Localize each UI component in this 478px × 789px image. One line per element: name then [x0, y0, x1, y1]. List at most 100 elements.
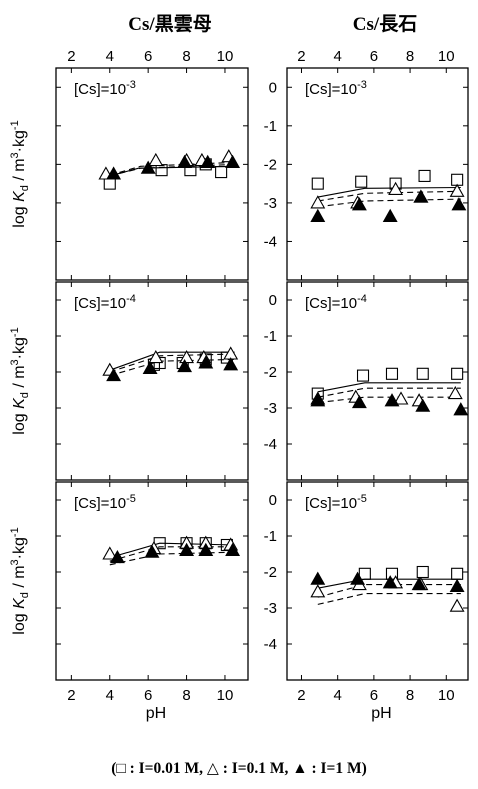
fit-line: [109, 551, 235, 566]
y-axis-label-part: -1: [9, 527, 21, 537]
y-axis-label-part: d: [19, 392, 31, 398]
concentration-label: [Cs]=10-3: [305, 79, 367, 98]
y-axis-label-part: K: [11, 397, 28, 409]
data-point-filled-triangle: [225, 154, 241, 168]
y-axis-label-part: / m: [11, 565, 28, 592]
left-column-title: Cs/黒雲母: [128, 13, 211, 35]
y-tick-label: -2: [264, 364, 277, 381]
data-point-open-square: [416, 367, 429, 380]
y-tick-label: -2: [264, 156, 277, 173]
data-point-filled-triangle: [177, 154, 193, 168]
data-point-open-square: [451, 173, 464, 186]
y-axis-label: log Kd / m3·kg-1: [9, 327, 31, 434]
y-tick-label: -3: [264, 600, 277, 617]
y-axis-label-part: log: [11, 202, 28, 228]
x-tick-label-bottom: 8: [182, 687, 190, 704]
data-point-filled-triangle: [351, 394, 367, 409]
right-column-title: Cs/長石: [353, 13, 417, 35]
x-tick-label-bottom: 8: [406, 687, 414, 704]
concentration-label: [Cs]=10-5: [305, 493, 367, 512]
x-tick-label-top: 2: [297, 48, 305, 65]
marker-legend-footnote: (□ : I=0.01 M, △ : I=0.1 M, ▲ : I=1 M): [111, 760, 367, 777]
concentration-label: [Cs]=10-4: [305, 293, 367, 312]
data-point-filled-triangle: [198, 355, 214, 369]
y-tick-label: 0: [269, 292, 277, 309]
chart-panel: [Cs]=10-4 log Kd / m3·kg-1: [9, 281, 249, 481]
data-point-open-triangle: [310, 195, 326, 209]
data-point-filled-triangle: [350, 571, 366, 585]
y-tick-label: -3: [264, 195, 277, 212]
data-point-open-square: [358, 567, 371, 580]
x-tick-label-top: 2: [67, 48, 75, 65]
y-axis-label-part: log: [11, 409, 28, 435]
y-axis-label: log Kd / m3·kg-1: [9, 120, 31, 227]
y-axis-label-part: ·kg: [11, 130, 28, 152]
concentration-exponent: -5: [126, 493, 136, 505]
y-axis-label-part: / m: [11, 365, 28, 392]
fit-line: [317, 198, 461, 208]
data-point-filled-triangle: [200, 154, 216, 168]
concentration-base: [Cs]=10: [74, 295, 126, 312]
concentration-base: [Cs]=10: [74, 495, 126, 512]
x-tick-label-bottom: 6: [370, 687, 378, 704]
data-point-open-square: [311, 177, 324, 190]
data-point-open-square: [356, 369, 370, 382]
y-axis-label: log Kd / m3·kg-1: [9, 527, 31, 634]
data-point-filled-triangle: [177, 358, 193, 373]
plot-frame: [286, 281, 469, 481]
concentration-base: [Cs]=10: [305, 81, 357, 98]
data-point-open-triangle: [449, 183, 465, 197]
y-axis-label-part: -1: [9, 120, 21, 130]
data-point-filled-triangle: [382, 208, 398, 222]
data-point-filled-triangle: [415, 398, 431, 412]
fit-line: [317, 396, 461, 404]
plot-frame: [55, 481, 249, 681]
y-axis-label-part: ·kg: [11, 537, 28, 559]
x-tick-label-bottom: 2: [297, 687, 305, 704]
plot-frame: [286, 481, 469, 681]
data-point-filled-triangle: [144, 544, 160, 558]
y-tick-label: -1: [264, 328, 277, 345]
data-point-filled-triangle: [451, 197, 467, 211]
data-point-filled-triangle: [179, 542, 195, 556]
data-point-open-triangle: [148, 152, 164, 167]
y-tick-label: -3: [264, 400, 277, 417]
y-axis-label-part: / m: [11, 158, 28, 185]
x-tick-label-bottom: 10: [438, 687, 455, 704]
concentration-exponent: -4: [357, 293, 367, 305]
data-point-open-triangle: [179, 349, 195, 364]
x-tick-label-top: 4: [106, 48, 114, 65]
plot-frame: [55, 67, 249, 281]
x-tick-label-bottom: 4: [106, 687, 114, 704]
x-tick-label-bottom: 4: [334, 687, 342, 704]
data-point-open-square: [418, 169, 431, 182]
x-tick-label-top: 10: [438, 48, 455, 65]
data-point-open-square: [416, 565, 429, 579]
x-tick-label-top: 10: [217, 48, 234, 65]
chart-panel: 0 -1 -2 -3 -4[Cs]=10-4: [264, 281, 469, 481]
y-axis-label-part: -1: [9, 327, 21, 337]
concentration-base: [Cs]=10: [305, 495, 357, 512]
x-tick-label-top: 4: [334, 48, 342, 65]
y-tick-label: -4: [264, 233, 277, 250]
concentration-exponent: -3: [126, 79, 136, 91]
concentration-exponent: -3: [357, 79, 367, 91]
x-axis-label: pH: [146, 705, 166, 722]
fit-line: [317, 593, 461, 605]
data-point-open-triangle: [310, 584, 326, 598]
data-point-open-square: [155, 164, 168, 177]
data-point-filled-triangle: [223, 357, 239, 371]
y-tick-label: 0: [269, 492, 277, 509]
data-point-filled-triangle: [106, 367, 122, 382]
y-tick-label: -1: [264, 528, 277, 545]
fit-line: [317, 186, 461, 198]
concentration-exponent: -5: [357, 493, 367, 505]
fit-line: [317, 584, 461, 598]
data-point-open-triangle: [449, 598, 465, 612]
x-tick-label-top: 6: [144, 48, 152, 65]
data-point-filled-triangle: [453, 402, 469, 416]
data-point-filled-triangle: [310, 571, 326, 585]
data-point-open-square: [451, 367, 464, 380]
